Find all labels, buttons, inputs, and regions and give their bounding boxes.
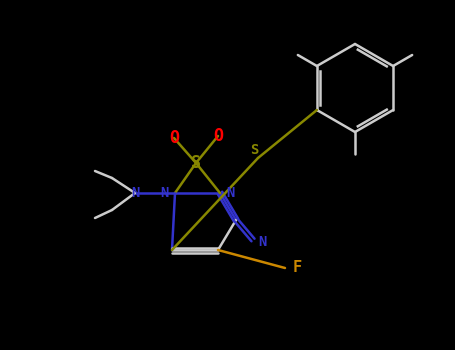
Text: S: S [191,154,201,172]
Text: N: N [161,186,169,200]
Text: F: F [293,260,302,275]
Text: S: S [250,143,258,157]
Text: N: N [258,235,266,249]
Text: N: N [226,186,234,200]
Text: O: O [213,127,223,145]
Text: O: O [169,129,179,147]
Text: N: N [131,186,139,200]
